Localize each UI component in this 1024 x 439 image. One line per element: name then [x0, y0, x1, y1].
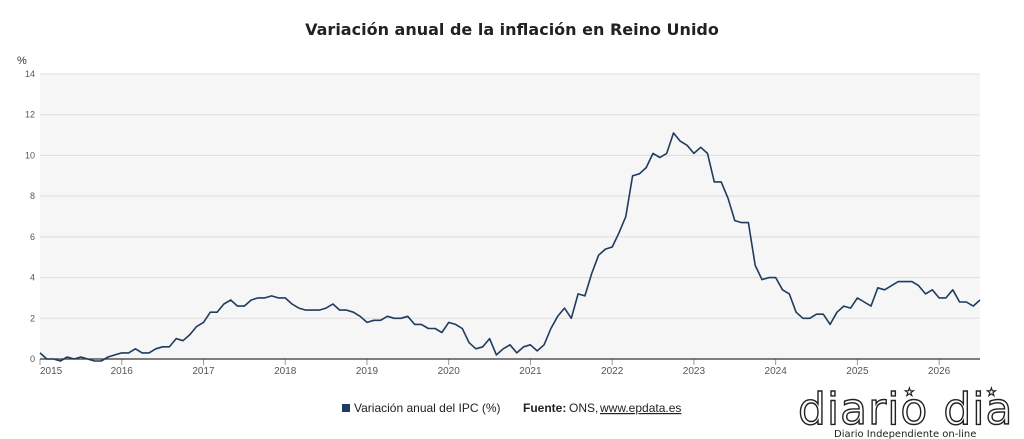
gridlines: [40, 73, 980, 319]
x-tick-label: 2017: [192, 366, 215, 377]
y-tick-label: 8: [30, 191, 35, 201]
legend-swatch: [342, 404, 350, 412]
diario-dia-logo: diario dia ☆ ☆ Diario Independiente on-l…: [797, 383, 1013, 439]
legend-series-label: Variación anual del IPC (%): [354, 401, 501, 415]
series-line: [39, 132, 981, 362]
series-layer: [39, 132, 981, 362]
source-text: ONS,: [569, 401, 598, 415]
logo-wordmark: diario dia: [798, 384, 1013, 435]
y-tick-label: 14: [25, 69, 35, 79]
x-tick-label: 2025: [846, 366, 869, 377]
source-label: Fuente:: [523, 401, 566, 415]
x-tick-label: 2023: [683, 366, 706, 377]
x-tick-label: 2018: [274, 366, 297, 377]
y-tick-label: 12: [25, 110, 35, 120]
y-tick-label: 6: [30, 232, 35, 242]
x-tick-label: 2015: [40, 366, 63, 377]
y-axis-ticks: 0 2 4 6 8 10 12 14: [25, 69, 35, 364]
star-icon: ☆: [904, 385, 915, 399]
plot-background: [40, 74, 980, 359]
chart-title: Variación anual de la inflación en Reino…: [305, 20, 719, 39]
x-axis-ticks: 2015 2016 2017 2018 2019 2020 2021 2022 2023 2024…: [39, 359, 951, 377]
x-tick-label: 2016: [111, 366, 134, 377]
x-tick-label: 2024: [765, 366, 788, 377]
y-tick-label: 0: [30, 354, 35, 364]
x-tick-label: 2021: [519, 366, 542, 377]
x-tick-label: 2020: [438, 366, 461, 377]
legend[interactable]: Variación anual del IPC (%): [342, 401, 501, 415]
source-link[interactable]: www.epdata.es: [599, 401, 681, 415]
logo-tagline: Diario Independiente on-line: [834, 429, 976, 439]
x-tick-label: 2019: [356, 366, 379, 377]
star-icon: ☆: [986, 385, 997, 399]
y-axis-label: %: [17, 55, 27, 67]
y-tick-label: 2: [30, 313, 35, 323]
x-tick-label: 2026: [928, 366, 951, 377]
x-tick-label: 2022: [601, 366, 624, 377]
y-tick-label: 10: [25, 150, 35, 160]
y-tick-label: 4: [30, 273, 35, 283]
